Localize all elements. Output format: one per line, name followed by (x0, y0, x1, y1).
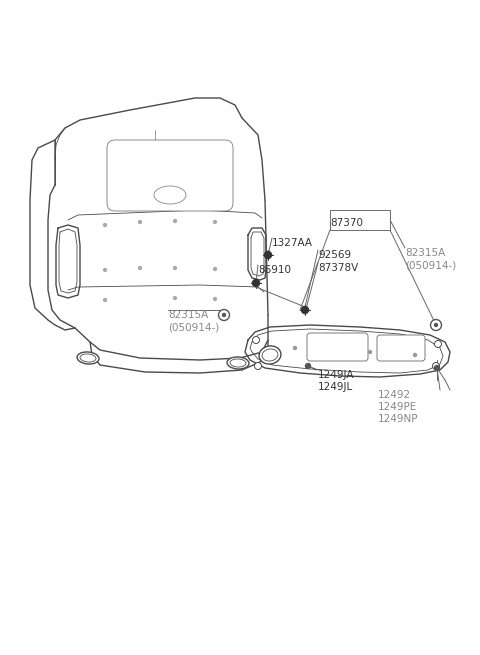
Text: 1327AA: 1327AA (272, 238, 313, 248)
Circle shape (104, 299, 107, 301)
Circle shape (431, 320, 442, 331)
Bar (330, 210, 390, 230)
Circle shape (369, 350, 372, 354)
Circle shape (173, 219, 177, 223)
Circle shape (413, 354, 417, 356)
Circle shape (173, 267, 177, 269)
Circle shape (293, 346, 297, 350)
FancyBboxPatch shape (307, 333, 368, 361)
FancyBboxPatch shape (107, 140, 233, 211)
Text: 12492: 12492 (378, 390, 411, 400)
Ellipse shape (259, 346, 281, 364)
Circle shape (252, 337, 260, 343)
Circle shape (305, 364, 311, 369)
Circle shape (214, 297, 216, 301)
Circle shape (139, 267, 142, 269)
FancyBboxPatch shape (377, 335, 425, 361)
Circle shape (173, 297, 177, 299)
Text: 82315A: 82315A (168, 310, 208, 320)
Circle shape (434, 324, 437, 326)
Ellipse shape (227, 357, 249, 369)
Text: 1249JA: 1249JA (318, 370, 355, 380)
Text: 82315A: 82315A (405, 248, 445, 258)
Circle shape (223, 314, 226, 316)
Ellipse shape (154, 186, 186, 204)
Circle shape (264, 252, 272, 259)
Circle shape (214, 221, 216, 223)
Text: 1249PE: 1249PE (378, 402, 417, 412)
Ellipse shape (230, 359, 246, 367)
Circle shape (432, 362, 440, 369)
Circle shape (104, 269, 107, 272)
Text: 87370: 87370 (330, 218, 363, 228)
Text: 1249JL: 1249JL (318, 382, 353, 392)
Circle shape (254, 362, 262, 369)
Circle shape (139, 221, 142, 223)
Text: (050914-): (050914-) (405, 260, 456, 270)
Circle shape (301, 307, 309, 314)
Text: (050914-): (050914-) (168, 322, 219, 332)
Text: 1249NP: 1249NP (378, 414, 419, 424)
Circle shape (104, 223, 107, 227)
Ellipse shape (80, 354, 96, 362)
Text: 86910: 86910 (258, 265, 291, 275)
Circle shape (252, 280, 260, 286)
Text: 87378V: 87378V (318, 263, 358, 273)
Circle shape (434, 365, 440, 371)
Circle shape (214, 267, 216, 271)
Circle shape (434, 341, 442, 348)
Ellipse shape (77, 352, 99, 364)
Circle shape (218, 310, 229, 320)
Text: 92569: 92569 (318, 250, 351, 260)
Ellipse shape (262, 349, 278, 361)
